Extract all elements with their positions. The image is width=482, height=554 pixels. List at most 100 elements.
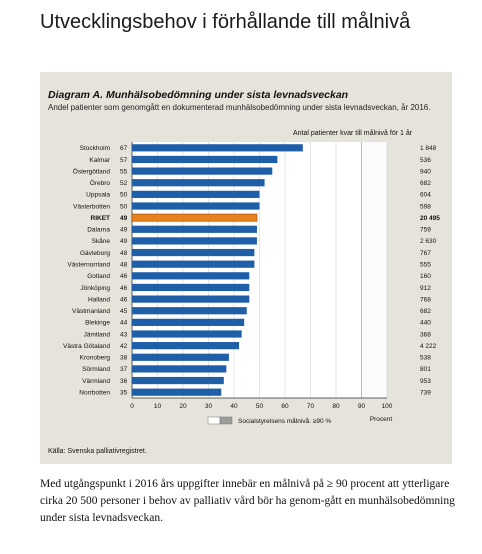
count-label: 555 — [420, 261, 431, 268]
bar — [132, 388, 222, 396]
category-label: Blekinge — [85, 320, 110, 327]
bar — [132, 202, 260, 210]
x-tick-label: 0 — [130, 403, 134, 410]
value-label: 35 — [120, 389, 128, 396]
bar — [132, 144, 303, 152]
category-label: Norrbotten — [79, 389, 110, 396]
category-label: Stockholm — [80, 145, 110, 152]
bar — [132, 190, 260, 198]
value-label: 42 — [120, 343, 128, 350]
count-label: 759 — [420, 227, 431, 234]
target-zone — [361, 142, 387, 398]
category-label: Östergötland — [73, 167, 111, 175]
count-label: 538 — [420, 355, 431, 362]
count-column-header: Antal patienter kvar till målnivå för 1 … — [293, 130, 413, 137]
count-label: 160 — [420, 273, 431, 280]
count-label: 1 848 — [420, 145, 437, 152]
value-label: 52 — [120, 180, 128, 187]
category-label: Gotland — [87, 273, 110, 280]
bar — [132, 353, 229, 361]
bar — [132, 342, 240, 350]
count-label: 739 — [420, 389, 431, 396]
count-label: 368 — [420, 331, 431, 338]
body-paragraph: Med utgångspunkt i 2016 års uppgifter in… — [40, 478, 455, 524]
value-label: 44 — [120, 320, 128, 327]
legend-label: Socialstyrelsens målnivå: ≥90 % — [238, 417, 331, 425]
count-label: 767 — [420, 250, 431, 257]
bar — [132, 272, 250, 280]
chart-title: Diagram A. Munhälsobedömning under sista… — [48, 89, 349, 101]
category-label: Västmanland — [72, 308, 110, 315]
value-label: 57 — [120, 157, 128, 164]
count-label: 536 — [420, 157, 431, 164]
value-label: 49 — [120, 238, 128, 245]
bar — [132, 318, 245, 326]
bar — [132, 260, 255, 268]
count-label: 912 — [420, 285, 431, 292]
category-label: Kalmar — [89, 157, 110, 164]
value-label: 50 — [120, 203, 128, 210]
category-label: Värmland — [82, 378, 110, 385]
category-label: Gävleborg — [80, 250, 110, 257]
count-label: 4 222 — [420, 343, 437, 350]
value-label: 49 — [120, 227, 128, 234]
bar — [132, 248, 255, 257]
count-label: 440 — [420, 320, 431, 327]
category-label: RIKET — [91, 215, 111, 222]
x-tick-label: 20 — [179, 403, 187, 410]
value-label: 67 — [120, 145, 128, 152]
count-label: 801 — [420, 366, 431, 373]
category-label: Örebro — [90, 179, 111, 187]
bar — [131, 213, 258, 222]
value-label: 38 — [120, 355, 128, 362]
bar — [132, 237, 257, 245]
count-label: 20 495 — [420, 215, 440, 222]
chart-subtitle: Andel patienter som genomgått en dokumen… — [48, 103, 431, 112]
chart-source: Källa: Svenska palliativregistret. — [48, 448, 147, 455]
category-label: Jönköping — [80, 285, 110, 292]
category-label: Sörmland — [82, 366, 110, 373]
count-label: 953 — [420, 378, 431, 385]
x-tick-label: 100 — [382, 403, 393, 410]
category-label: Jämtland — [84, 331, 111, 338]
bar — [132, 330, 242, 338]
value-label: 46 — [120, 285, 128, 292]
count-label: 682 — [420, 308, 431, 315]
x-tick-label: 40 — [230, 403, 238, 410]
category-label: Kronoberg — [80, 355, 111, 362]
x-tick-label: 70 — [307, 403, 315, 410]
value-label: 48 — [120, 261, 128, 268]
bar — [132, 179, 265, 187]
bar-chart: Stockholm 67 1 848 Kalmar 57 536 Östergötland 5… — [63, 142, 440, 425]
value-label: 46 — [120, 273, 128, 280]
page-title: Utvecklingsbehov i förhållande till måln… — [40, 11, 411, 33]
bar — [132, 283, 250, 292]
bar — [132, 307, 247, 315]
value-label: 48 — [120, 250, 128, 257]
legend-swatch-light — [207, 416, 221, 425]
x-tick-label: 90 — [358, 403, 366, 410]
bar — [132, 225, 257, 233]
x-tick-label: 60 — [281, 403, 289, 410]
x-tick-label: 10 — [154, 403, 162, 410]
value-label: 37 — [120, 366, 128, 373]
count-label: 604 — [420, 192, 431, 199]
bar — [132, 167, 273, 175]
value-label: 36 — [120, 378, 128, 385]
bar — [132, 155, 278, 164]
bar — [132, 295, 250, 303]
value-label: 43 — [120, 331, 128, 338]
category-label: Västra Götaland — [63, 343, 110, 350]
count-label: 2 630 — [420, 238, 437, 245]
category-label: Dalarna — [87, 227, 110, 234]
value-label: 50 — [120, 192, 128, 199]
value-label: 55 — [120, 168, 128, 175]
value-label: 49 — [120, 215, 128, 222]
value-label: 45 — [120, 308, 128, 315]
x-tick-label: 30 — [205, 403, 213, 410]
count-label: 768 — [420, 296, 431, 303]
x-tick-label: 80 — [332, 403, 340, 410]
category-label: Västernorrland — [67, 261, 110, 268]
count-label: 940 — [420, 168, 431, 175]
bar — [132, 376, 224, 385]
